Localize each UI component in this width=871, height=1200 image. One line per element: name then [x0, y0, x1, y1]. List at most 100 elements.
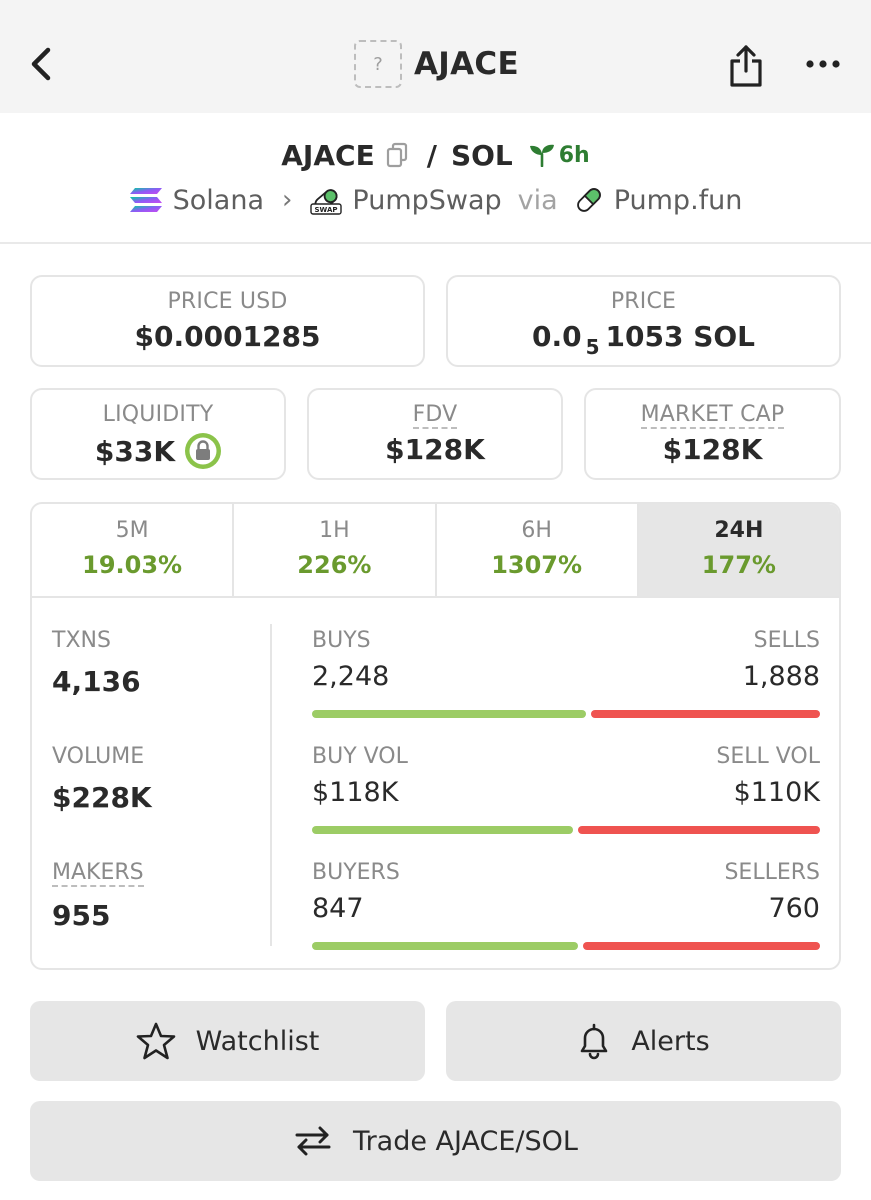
- sells-label: SELLS: [753, 628, 820, 653]
- price-usd-label: PRICE USD: [167, 289, 288, 314]
- bell-icon: [581, 1023, 608, 1060]
- tab-change: 19.03%: [82, 551, 183, 579]
- txns-label: TXNS: [52, 628, 111, 653]
- more-button[interactable]: [802, 50, 844, 78]
- tab-label: 1H: [319, 518, 350, 543]
- sellers-label: SELLERS: [724, 860, 820, 885]
- dex-link[interactable]: SWAP PumpSwap: [310, 184, 502, 216]
- pair-separator: /: [426, 138, 437, 172]
- page-title: AJACE: [414, 46, 519, 82]
- star-icon: [136, 1022, 175, 1060]
- pill-icon: [576, 188, 601, 212]
- back-button[interactable]: [26, 42, 58, 86]
- sell-vol-label: SELL VOL: [716, 744, 820, 769]
- liquidity-value: $33K: [94, 434, 176, 468]
- tab-1h[interactable]: 1H 226%: [234, 504, 437, 596]
- pair-quote-symbol: SOL: [450, 138, 513, 172]
- stats-panel: 5M 19.03% 1H 226% 6H 1307% 24H 177% TXNS…: [30, 502, 841, 970]
- buys-value: 2,248: [312, 661, 390, 692]
- chain-name: Solana: [172, 184, 264, 216]
- price-native-suffix: 1053 SOL: [605, 320, 756, 353]
- market-cap-label[interactable]: MARKET CAP: [640, 402, 785, 429]
- token-logo-placeholder: ?: [354, 40, 402, 88]
- makers-label[interactable]: MAKERS: [52, 860, 144, 887]
- svg-text:SWAP: SWAP: [315, 206, 338, 214]
- buyers-label: BUYERS: [312, 860, 400, 885]
- alerts-button[interactable]: Alerts: [446, 1001, 841, 1081]
- trade-button[interactable]: Trade AJACE/SOL: [30, 1101, 841, 1181]
- market-cap-value: $128K: [662, 433, 763, 466]
- tab-24h[interactable]: 24H 177%: [638, 504, 839, 596]
- tab-change: 226%: [297, 551, 372, 579]
- volume-split-stat: BUY VOL SELL VOL $118K $110K: [312, 744, 820, 860]
- solana-icon: [129, 188, 162, 212]
- liquidity-label: LIQUIDITY: [102, 402, 214, 427]
- sell-vol-value: $110K: [733, 777, 820, 808]
- tab-6h[interactable]: 6H 1307%: [437, 504, 639, 596]
- volume-stat: VOLUME $228K: [52, 744, 262, 860]
- chevron-right-icon: ›: [282, 185, 293, 215]
- split-column: BUYS SELLS 2,248 1,888 BUY VOL SELL VOL …: [312, 628, 820, 968]
- chain-link[interactable]: Solana: [129, 185, 264, 216]
- sellers-value: 760: [768, 893, 820, 924]
- buys-label: BUYS: [312, 628, 371, 653]
- price-native-label: PRICE: [610, 289, 677, 314]
- divider: [0, 242, 871, 244]
- more-horizontal-icon: [806, 60, 840, 68]
- txns-stat: TXNS 4,136: [52, 628, 262, 744]
- via-label: via: [517, 184, 558, 216]
- swap-arrows-icon: [295, 1126, 331, 1156]
- makers-stat: MAKERS 955: [52, 860, 262, 968]
- dex-name: PumpSwap: [352, 184, 502, 216]
- column-divider: [270, 624, 272, 946]
- timeframe-tabs: 5M 19.03% 1H 226% 6H 1307% 24H 177%: [32, 504, 839, 598]
- price-native-subscript: 5: [585, 334, 600, 359]
- fdv-label[interactable]: FDV: [412, 402, 458, 429]
- buy-vol-value: $118K: [312, 777, 399, 808]
- price-native-prefix: 0.0: [531, 320, 582, 353]
- price-native-value: 0.0 5 1053 SOL: [448, 320, 839, 359]
- pair-base-symbol: AJACE: [281, 138, 375, 172]
- makers-value: 955: [52, 899, 111, 932]
- pair-age: 6h: [558, 142, 590, 168]
- market-cap-card: MARKET CAP $128K: [584, 388, 841, 480]
- price-usd-value: $0.0001285: [134, 320, 321, 353]
- sell-bar-segment: [577, 826, 820, 834]
- pumpswap-icon: SWAP: [310, 189, 343, 215]
- watchlist-button[interactable]: Watchlist: [30, 1001, 425, 1081]
- pair-age-badge: 6h: [529, 143, 590, 168]
- buyers-value: 847: [312, 893, 364, 924]
- lock-icon[interactable]: [185, 433, 222, 469]
- share-icon: [730, 45, 762, 87]
- makers-split-stat: BUYERS SELLERS 847 760: [312, 860, 820, 968]
- fdv-card: FDV $128K: [307, 388, 563, 480]
- launchpad-link[interactable]: Pump.fun: [574, 185, 742, 216]
- sells-value: 1,888: [742, 661, 820, 692]
- sell-bar-segment: [582, 942, 820, 950]
- sell-bar-segment: [590, 710, 820, 718]
- seedling-icon: [529, 144, 554, 167]
- tab-change: 177%: [701, 551, 776, 579]
- tab-5m[interactable]: 5M 19.03%: [32, 504, 235, 596]
- watchlist-label: Watchlist: [195, 1025, 320, 1057]
- pair-header: AJACE / SOL 6h: [0, 132, 871, 178]
- buys-sells-bar: [312, 710, 820, 718]
- tab-label: 5M: [115, 518, 149, 543]
- buy-bar-segment: [312, 710, 586, 718]
- tab-label: 6H: [521, 518, 552, 543]
- tab-change: 1307%: [491, 551, 583, 579]
- fdv-value: $128K: [385, 433, 485, 466]
- buys-sells-stat: BUYS SELLS 2,248 1,888: [312, 628, 820, 744]
- alerts-label: Alerts: [631, 1025, 710, 1057]
- trade-label: Trade AJACE/SOL: [353, 1125, 578, 1157]
- volume-value: $228K: [52, 781, 152, 814]
- copy-icon[interactable]: [385, 142, 409, 168]
- liquidity-value-row: $33K: [32, 433, 284, 469]
- buy-bar-segment: [312, 826, 573, 834]
- price-usd-card: PRICE USD $0.0001285: [30, 275, 425, 367]
- buy-vol-label: BUY VOL: [312, 744, 408, 769]
- buy-bar-segment: [312, 942, 578, 950]
- top-bar: ? AJACE: [0, 0, 871, 113]
- share-button[interactable]: [727, 42, 765, 88]
- txns-value: 4,136: [52, 665, 141, 698]
